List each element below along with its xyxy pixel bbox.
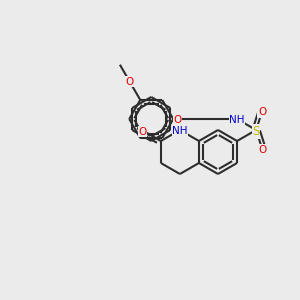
- Text: S: S: [252, 125, 260, 138]
- Text: O: O: [173, 115, 182, 125]
- Text: O: O: [139, 127, 147, 136]
- Text: O: O: [258, 107, 266, 117]
- Text: NH: NH: [172, 126, 188, 136]
- Text: O: O: [258, 145, 266, 155]
- Text: O: O: [125, 77, 134, 87]
- Text: NH: NH: [229, 115, 245, 125]
